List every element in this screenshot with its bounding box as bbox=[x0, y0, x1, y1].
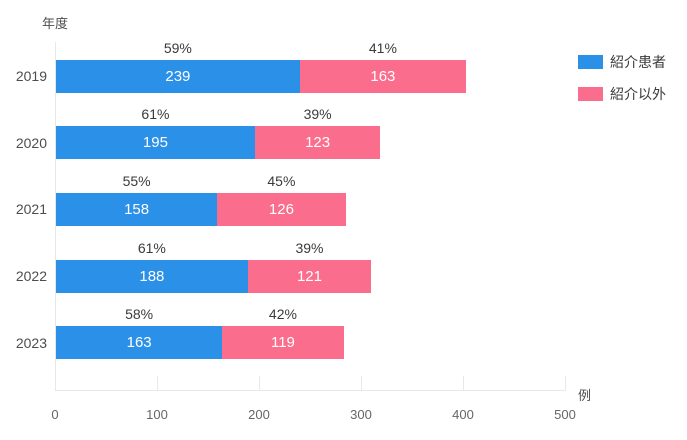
category-label-2023: 2023 bbox=[15, 334, 47, 351]
x-axis-unit-label: 例 bbox=[578, 388, 592, 403]
x-axis-tick bbox=[361, 376, 362, 390]
x-axis-tick bbox=[259, 376, 260, 390]
percent-label: 42% bbox=[268, 306, 297, 323]
bar-segment-紹介患者-2023: 163 bbox=[56, 326, 223, 360]
bar-row-2022: 188 121 bbox=[56, 259, 566, 293]
percent-label: 39% bbox=[295, 239, 324, 256]
bar-value-label: 163 bbox=[370, 67, 396, 85]
bar-value-label: 188 bbox=[139, 267, 165, 285]
bar-value-label: 239 bbox=[165, 67, 191, 85]
y-axis-title: 年度 bbox=[42, 16, 69, 31]
category-label-2021: 2021 bbox=[15, 201, 47, 218]
bar-value-label: 158 bbox=[124, 200, 150, 218]
legend: 紹介患者 紹介以外 bbox=[578, 52, 666, 116]
percent-label: 59% bbox=[163, 39, 192, 56]
bar-value-label: 123 bbox=[305, 134, 331, 152]
bar-row-2020: 195 123 bbox=[56, 126, 566, 160]
bar-row-2019: 239 163 bbox=[56, 59, 566, 93]
legend-label: 紹介以外 bbox=[610, 86, 666, 102]
bar-segment-紹介以外-2019: 163 bbox=[299, 59, 467, 93]
x-axis-tick bbox=[565, 376, 566, 390]
x-axis-tick-label: 400 bbox=[452, 407, 474, 422]
category-label-2022: 2022 bbox=[15, 268, 47, 285]
category-label-2020: 2020 bbox=[15, 134, 47, 151]
percent-label: 61% bbox=[141, 106, 170, 123]
legend-swatch bbox=[578, 87, 603, 101]
x-axis-tick-label: 100 bbox=[146, 407, 168, 422]
bar-value-label: 119 bbox=[270, 334, 295, 352]
bar-value-label: 121 bbox=[296, 267, 322, 285]
legend-item-紹介以外[interactable]: 紹介以外 bbox=[578, 84, 666, 104]
percent-label: 41% bbox=[368, 39, 397, 56]
bar-value-label: 163 bbox=[126, 334, 152, 352]
percent-label: 58% bbox=[125, 306, 154, 323]
bar-segment-紹介以外-2021: 126 bbox=[217, 192, 346, 226]
legend-label: 紹介患者 bbox=[610, 54, 666, 70]
x-axis-tick-label: 500 bbox=[554, 407, 576, 422]
category-label-2019: 2019 bbox=[15, 68, 47, 84]
bar-segment-紹介患者-2022: 188 bbox=[56, 259, 248, 293]
percent-label: 55% bbox=[122, 172, 151, 189]
bar-segment-紹介以外-2023: 119 bbox=[222, 326, 344, 360]
x-axis-tick-label: 0 bbox=[51, 407, 59, 422]
bar-row-2021: 158 126 bbox=[56, 192, 566, 226]
bar-segment-紹介以外-2022: 121 bbox=[247, 259, 372, 293]
x-axis-tick bbox=[463, 376, 464, 390]
bar-segment-紹介以外-2020: 123 bbox=[254, 126, 381, 160]
bar-value-label: 126 bbox=[268, 200, 294, 218]
x-axis-tick-label: 300 bbox=[350, 407, 372, 422]
legend-swatch bbox=[578, 55, 603, 69]
bar-row-2023: 163 119 bbox=[56, 326, 566, 360]
x-axis-tick-label: 200 bbox=[248, 407, 270, 422]
percent-label: 61% bbox=[137, 239, 166, 256]
percent-label: 45% bbox=[267, 172, 296, 189]
bar-value-label: 195 bbox=[142, 134, 168, 152]
bar-segment-紹介患者-2021: 158 bbox=[56, 192, 218, 226]
legend-item-紹介患者[interactable]: 紹介患者 bbox=[578, 52, 666, 72]
plot-area: 59% 41% 239 163 61% 39% 195 123 55% 45% 158 126 61% 3… bbox=[55, 39, 566, 391]
x-axis-tick bbox=[157, 376, 158, 390]
percent-label: 39% bbox=[303, 106, 332, 123]
bar-segment-紹介患者-2020: 195 bbox=[56, 126, 255, 160]
bar-segment-紹介患者-2019: 239 bbox=[56, 59, 300, 93]
